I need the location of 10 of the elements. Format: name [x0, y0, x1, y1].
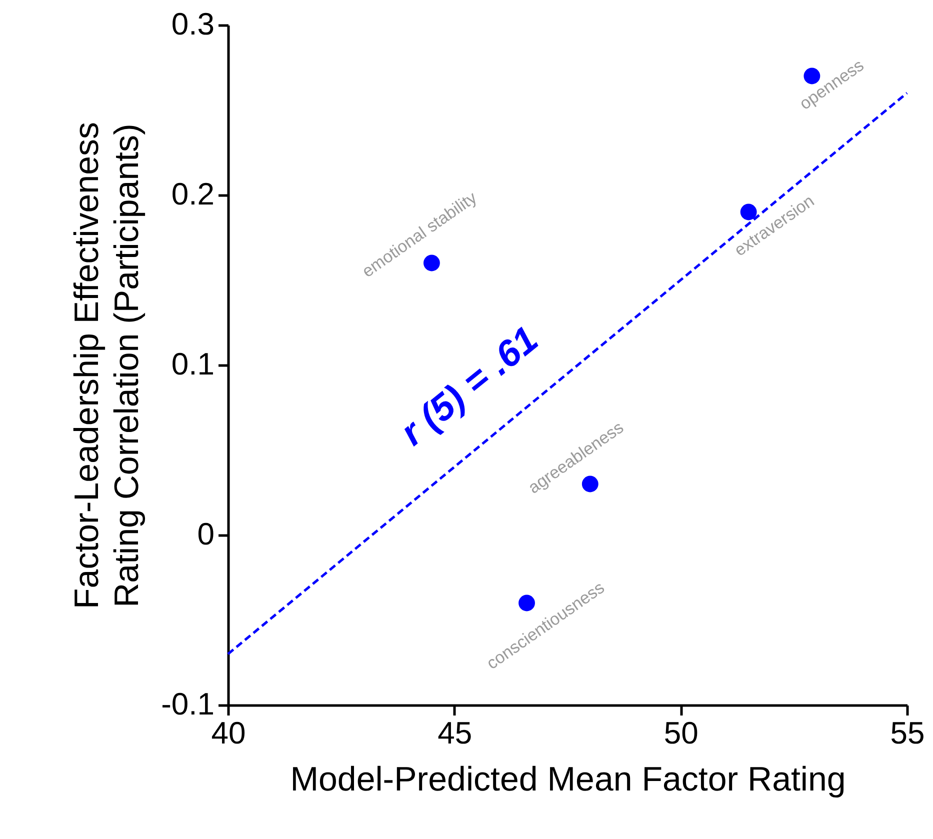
y-axis-title: Factor-Leadership Effectiveness Rating Correlation (Participants): [68, 122, 146, 609]
x-axis-title: Model-Predicted Mean Factor Rating: [290, 760, 846, 798]
annotation: r (5) = .61: [392, 318, 546, 454]
y-tick-label: 0: [197, 516, 214, 552]
y-tick-label: 0.2: [171, 176, 214, 212]
y-tick-label: 0.1: [171, 346, 214, 382]
x-tick-label: 45: [438, 716, 472, 750]
y-tick-label: 0.3: [171, 6, 214, 42]
x-tick-label: 50: [664, 716, 698, 750]
x-tick-label: 55: [890, 716, 925, 750]
